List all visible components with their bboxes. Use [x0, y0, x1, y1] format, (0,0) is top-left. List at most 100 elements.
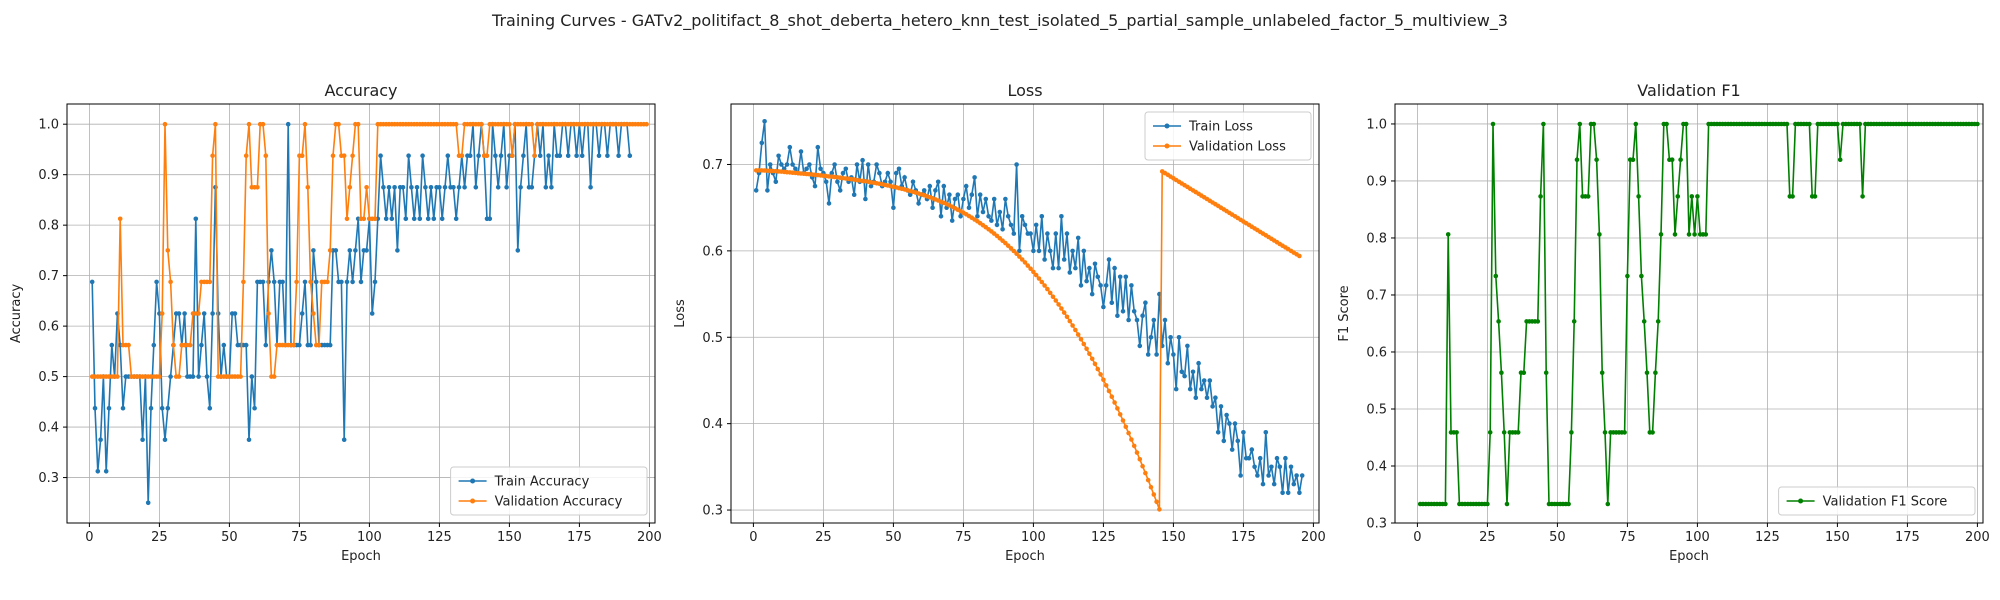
data-point	[1134, 317, 1140, 323]
data-point	[983, 196, 989, 202]
data-point	[260, 121, 266, 127]
data-point	[299, 153, 305, 158]
data-point	[1689, 194, 1695, 199]
legend-label: Validation Accuracy	[495, 495, 623, 510]
data-point	[891, 205, 896, 210]
data-point	[1003, 196, 1008, 202]
data-point	[823, 179, 829, 185]
x-tick-label: 75	[955, 530, 972, 545]
data-point	[955, 192, 961, 197]
data-point	[759, 140, 765, 146]
data-point	[1490, 121, 1496, 127]
data-point	[529, 185, 535, 190]
data-point	[336, 121, 341, 127]
data-point	[241, 279, 246, 285]
legend-label: Validation F1 Score	[1823, 495, 1948, 510]
legend-marker	[1164, 123, 1170, 129]
data-point	[1664, 121, 1669, 127]
data-point	[1033, 272, 1039, 278]
data-point	[339, 279, 344, 285]
data-point	[1650, 430, 1655, 435]
data-point	[588, 185, 593, 190]
data-point	[1092, 361, 1098, 367]
legend-marker	[470, 478, 476, 484]
data-point	[515, 248, 521, 253]
data-point	[843, 166, 849, 172]
data-point	[1137, 457, 1143, 462]
data-point	[927, 183, 933, 189]
data-point	[213, 121, 218, 127]
data-point	[154, 279, 159, 285]
data-point	[1098, 283, 1103, 288]
data-point	[479, 121, 484, 127]
data-point	[1213, 395, 1218, 401]
data-point	[1145, 352, 1151, 357]
data-point	[765, 188, 770, 193]
data-point	[1515, 430, 1521, 435]
data-point	[1229, 447, 1235, 452]
data-point	[557, 153, 563, 158]
data-point	[115, 374, 120, 379]
data-point	[1053, 298, 1059, 303]
data-point	[1017, 254, 1022, 259]
data-point	[162, 437, 168, 443]
data-point	[1252, 464, 1257, 470]
y-tick-label: 0.7	[702, 158, 723, 173]
data-point	[596, 153, 602, 158]
data-point	[1008, 222, 1014, 228]
data-point	[294, 279, 299, 285]
data-point	[1031, 248, 1036, 254]
data-point	[994, 222, 1000, 228]
data-point	[1115, 313, 1120, 319]
legend-label: Train Loss	[1188, 120, 1253, 135]
data-point	[364, 185, 369, 190]
data-point	[961, 196, 966, 202]
data-point	[207, 279, 213, 285]
data-point	[280, 279, 285, 285]
data-point	[1496, 319, 1501, 324]
data-point	[327, 248, 333, 253]
data-point	[1644, 370, 1650, 376]
legend-box	[1778, 486, 1976, 516]
data-point	[437, 185, 442, 190]
data-point	[863, 196, 868, 202]
data-point	[1521, 370, 1527, 376]
x-tick-label: 50	[221, 530, 238, 545]
data-point	[383, 216, 389, 222]
data-point	[893, 170, 899, 176]
data-point	[1199, 386, 1204, 392]
data-point	[1807, 121, 1812, 127]
data-point	[1171, 352, 1176, 357]
data-point	[966, 205, 972, 210]
data-point	[907, 192, 913, 197]
data-point	[997, 209, 1003, 215]
data-point	[1120, 309, 1126, 314]
data-point	[1154, 352, 1159, 357]
data-point	[1134, 450, 1140, 455]
data-point	[947, 192, 952, 197]
data-point	[1487, 430, 1493, 435]
data-point	[1445, 232, 1451, 237]
series-validation-f1-score	[1417, 121, 1980, 507]
data-point	[616, 153, 621, 158]
data-point	[804, 166, 809, 172]
data-point	[1101, 304, 1106, 310]
data-point	[246, 437, 252, 443]
data-point	[874, 162, 879, 167]
data-point	[350, 279, 355, 285]
data-point	[1092, 261, 1098, 267]
data-point	[1050, 294, 1056, 300]
data-point	[263, 153, 269, 158]
data-point	[1047, 290, 1053, 296]
data-point	[1504, 501, 1510, 507]
data-point	[1031, 269, 1036, 275]
data-point	[1028, 266, 1033, 272]
data-point	[807, 162, 812, 167]
data-point	[355, 121, 361, 127]
data-point	[949, 218, 955, 223]
data-point	[1140, 313, 1145, 319]
data-point	[1218, 404, 1224, 409]
data-point	[1143, 300, 1148, 306]
x-tick-label: 175	[1231, 530, 1256, 545]
